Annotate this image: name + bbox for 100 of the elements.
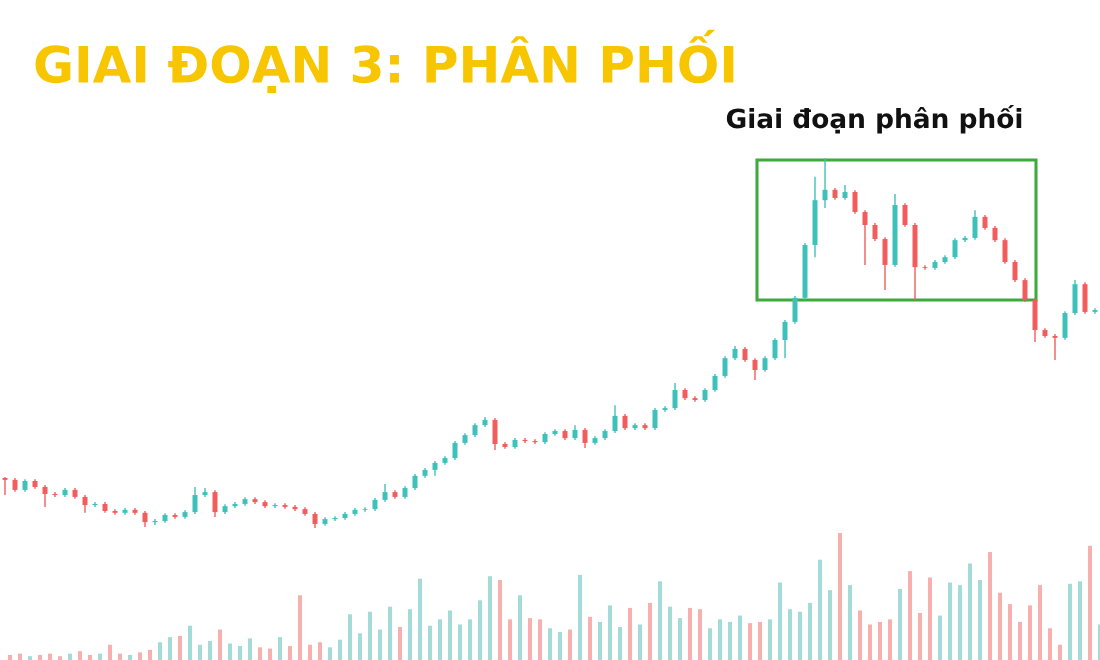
bar <box>128 654 132 660</box>
bar <box>718 619 722 660</box>
bar <box>698 609 702 660</box>
bar <box>308 644 312 660</box>
candlestick <box>2 476 8 496</box>
bar <box>988 552 992 660</box>
bar <box>278 637 282 660</box>
bar <box>388 606 392 660</box>
candlestick <box>852 189 858 215</box>
bar <box>298 595 302 660</box>
candlestick <box>362 506 368 513</box>
bar <box>968 563 972 660</box>
candlestick <box>1012 259 1018 283</box>
bar <box>788 609 792 660</box>
bar <box>548 628 552 660</box>
bar <box>1088 545 1092 660</box>
bar <box>648 602 652 660</box>
bar <box>908 571 912 660</box>
bar <box>588 616 592 660</box>
bar <box>638 624 642 660</box>
candlestick <box>862 209 868 266</box>
bar <box>1098 624 1100 660</box>
bar <box>208 640 212 660</box>
bar <box>338 639 342 660</box>
bar <box>248 638 252 660</box>
bar <box>148 649 152 660</box>
candlestick <box>582 427 588 449</box>
bar <box>1078 581 1082 660</box>
bar <box>578 574 582 660</box>
bar <box>688 607 692 660</box>
bar <box>1058 644 1062 660</box>
bar <box>18 653 22 660</box>
bar <box>318 642 322 660</box>
bar <box>758 621 762 660</box>
bar <box>198 644 202 660</box>
candlestick <box>232 501 238 509</box>
candlestick <box>172 512 178 520</box>
candlestick <box>962 235 968 243</box>
candlestick <box>902 202 908 228</box>
bar <box>978 580 982 660</box>
candlestick <box>332 515 338 522</box>
bar <box>508 619 512 660</box>
bar <box>928 577 932 660</box>
bar <box>668 606 672 660</box>
candlestick <box>752 357 758 381</box>
bar <box>368 611 372 660</box>
bar <box>708 628 712 660</box>
bar <box>628 607 632 660</box>
bar <box>1008 604 1012 660</box>
bar <box>598 621 602 660</box>
bar <box>108 644 112 660</box>
bar <box>678 618 682 660</box>
bar <box>38 654 42 660</box>
candlestick <box>952 237 958 260</box>
bar <box>218 629 222 660</box>
text: Giai đoạn phân phối <box>726 104 1022 134</box>
candlestick <box>922 264 928 271</box>
bar <box>728 621 732 660</box>
candlestick <box>192 486 198 515</box>
candlestick <box>282 502 288 510</box>
bar <box>1018 621 1022 660</box>
bar <box>938 615 942 660</box>
bar <box>138 652 142 660</box>
bar <box>428 625 432 660</box>
bar <box>958 585 962 660</box>
bar <box>458 624 462 660</box>
bar <box>818 559 822 660</box>
bar <box>158 642 162 660</box>
candlestick <box>1022 277 1028 303</box>
bar <box>68 653 72 660</box>
candlestick <box>202 487 208 498</box>
bar <box>518 595 522 660</box>
bar <box>468 619 472 660</box>
candlestick <box>692 395 698 403</box>
bar <box>808 602 812 660</box>
bar <box>888 619 892 660</box>
bar <box>408 609 412 660</box>
bar <box>48 653 52 660</box>
candlestick <box>782 319 788 359</box>
bar <box>838 533 842 660</box>
bar <box>98 653 102 660</box>
bar <box>528 618 532 660</box>
bar <box>1038 585 1042 660</box>
bar <box>448 610 452 660</box>
bar <box>658 581 662 660</box>
bar <box>868 624 872 660</box>
bar <box>1068 583 1072 660</box>
candlestick <box>42 484 48 508</box>
bar <box>228 643 232 660</box>
bar <box>748 623 752 660</box>
bar <box>878 621 882 660</box>
bar <box>738 615 742 660</box>
bar <box>418 578 422 660</box>
bar <box>798 611 802 660</box>
candlestick <box>112 508 118 516</box>
bar <box>118 653 122 660</box>
chart-title: GIAI ĐOẠN 3: PHÂN PHỐI <box>35 29 734 94</box>
bar <box>948 582 952 660</box>
bar <box>88 654 92 660</box>
bar <box>268 648 272 660</box>
